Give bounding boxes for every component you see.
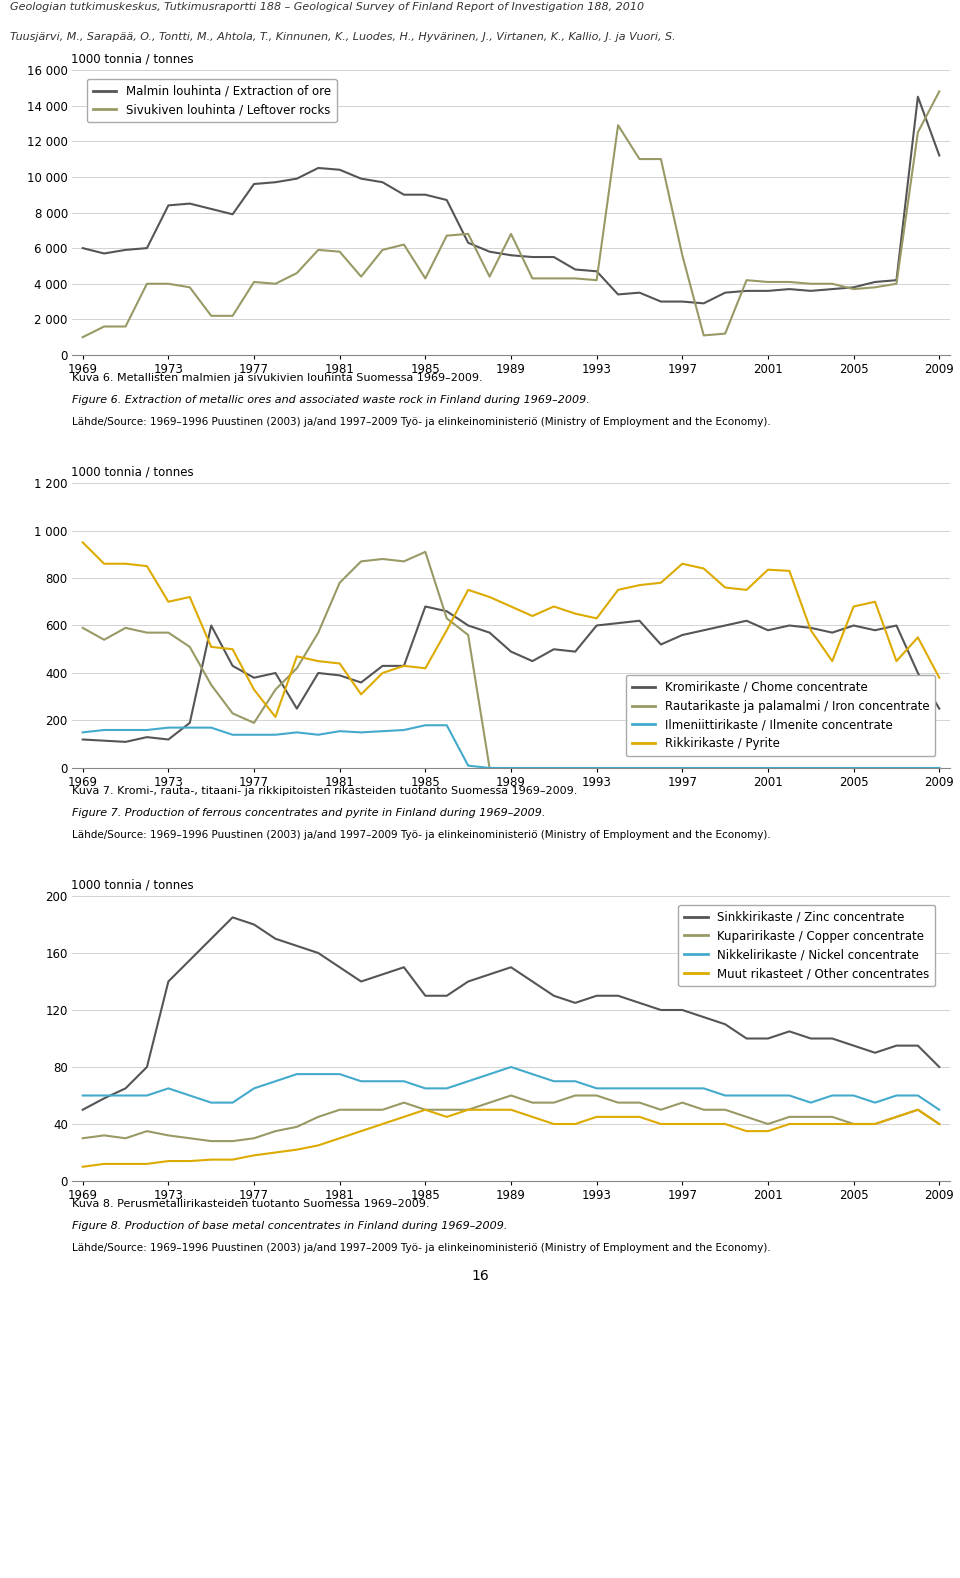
Legend: Sinkkirikaste / Zinc concentrate, Kuparirikaste / Copper concentrate, Nikkelirik: Sinkkirikaste / Zinc concentrate, Kupari… (678, 904, 935, 986)
Text: Kuva 8. Perusmetallirikasteiden tuotanto Suomessa 1969–2009.: Kuva 8. Perusmetallirikasteiden tuotanto… (72, 1199, 429, 1209)
Text: Kuva 6. Metallisten malmien ja sivukivien louhinta Suomessa 1969–2009.: Kuva 6. Metallisten malmien ja sivukivie… (72, 372, 483, 383)
Text: Tuusjärvi, M., Sarapää, O., Tontti, M., Ahtola, T., Kinnunen, K., Luodes, H., Hy: Tuusjärvi, M., Sarapää, O., Tontti, M., … (10, 32, 675, 43)
Text: Lähde/Source: 1969–1996 Puustinen (2003) ja/and 1997–2009 Työ- ja elinkeinominis: Lähde/Source: 1969–1996 Puustinen (2003)… (72, 1243, 771, 1253)
Text: Geologian tutkimuskeskus, Tutkimusraportti 188 – Geological Survey of Finland Re: Geologian tutkimuskeskus, Tutkimusraport… (10, 2, 644, 13)
Text: 1000 tonnia / tonnes: 1000 tonnia / tonnes (71, 466, 194, 478)
Legend: Kromirikaste / Chome concentrate, Rautarikaste ja palamalmi / Iron concentrate, : Kromirikaste / Chome concentrate, Rautar… (626, 675, 935, 756)
Text: 1000 tonnia / tonnes: 1000 tonnia / tonnes (71, 52, 194, 66)
Text: Figure 7. Production of ferrous concentrates and pyrite in Finland during 1969–2: Figure 7. Production of ferrous concentr… (72, 808, 545, 817)
Text: 16: 16 (471, 1269, 489, 1283)
Text: Figure 8. Production of base metal concentrates in Finland during 1969–2009.: Figure 8. Production of base metal conce… (72, 1221, 508, 1231)
Text: Figure 6. Extraction of metallic ores and associated waste rock in Finland durin: Figure 6. Extraction of metallic ores an… (72, 394, 589, 406)
Legend: Malmin louhinta / Extraction of ore, Sivukiven louhinta / Leftover rocks: Malmin louhinta / Extraction of ore, Siv… (86, 79, 337, 123)
Text: Kuva 7. Kromi-, rauta-, titaani- ja rikkipitoisten rikasteiden tuotanto Suomessa: Kuva 7. Kromi-, rauta-, titaani- ja rikk… (72, 786, 577, 795)
Text: 1000 tonnia / tonnes: 1000 tonnia / tonnes (71, 879, 194, 892)
Text: Lähde/Source: 1969–1996 Puustinen (2003) ja/and 1997–2009 Työ- ja elinkeinominis: Lähde/Source: 1969–1996 Puustinen (2003)… (72, 830, 771, 839)
Text: Lähde/Source: 1969–1996 Puustinen (2003) ja/and 1997–2009 Työ- ja elinkeinominis: Lähde/Source: 1969–1996 Puustinen (2003)… (72, 417, 771, 428)
